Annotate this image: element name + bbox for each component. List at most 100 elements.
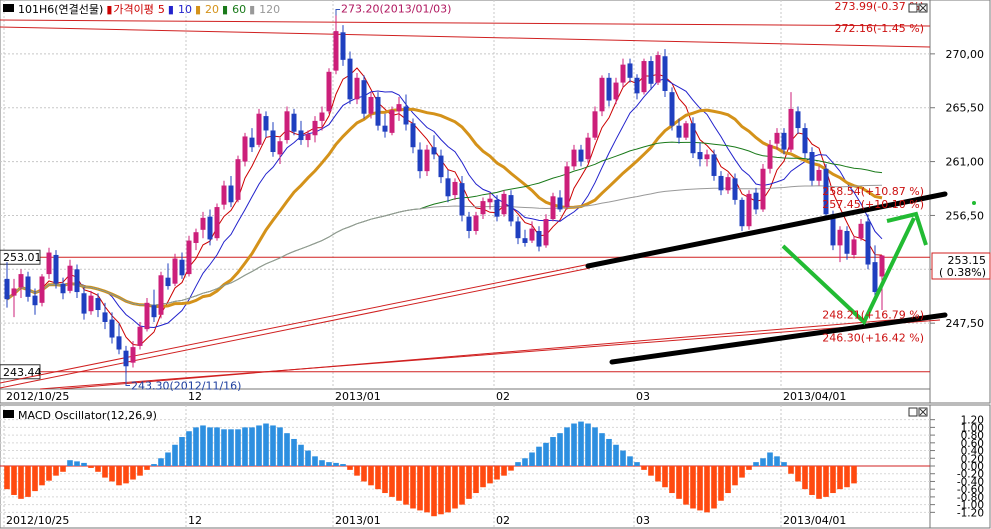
candle-body bbox=[25, 276, 31, 297]
macd-bar bbox=[25, 466, 31, 497]
macd-bar bbox=[753, 462, 759, 466]
macd-bar bbox=[662, 466, 668, 488]
close-icon-stroke-2 bbox=[919, 4, 927, 12]
price-tick-label: 261,00 bbox=[946, 156, 985, 169]
candle-body bbox=[809, 152, 815, 181]
candle-body bbox=[340, 32, 346, 60]
current-price-change: ( 0.38%) bbox=[939, 266, 986, 279]
candle-body bbox=[466, 216, 472, 232]
macd-bar bbox=[284, 433, 290, 466]
macd-bar bbox=[711, 466, 717, 509]
macd-bar bbox=[214, 427, 220, 466]
macd-date-label: 02 bbox=[496, 514, 510, 527]
date-label: 12 bbox=[188, 390, 202, 403]
macd-tick-label: 0.20 bbox=[961, 453, 984, 465]
candle-body bbox=[459, 183, 465, 216]
legend-sep-4: ▮ bbox=[249, 3, 255, 16]
candle-body bbox=[613, 82, 619, 100]
candle-body bbox=[711, 154, 717, 176]
macd-bar bbox=[256, 425, 262, 466]
macd-bar bbox=[11, 466, 17, 495]
candle-body bbox=[634, 77, 640, 94]
candle-body bbox=[557, 197, 563, 210]
macd-bar bbox=[340, 464, 346, 466]
candle-body bbox=[263, 116, 269, 131]
green-arrowhead bbox=[886, 211, 928, 246]
black-support-line-lower bbox=[609, 312, 948, 365]
macd-maximize-icon[interactable] bbox=[908, 407, 918, 417]
macd-bar bbox=[571, 423, 577, 466]
candle-body bbox=[494, 199, 500, 217]
macd-bar bbox=[319, 460, 325, 466]
candle-body bbox=[571, 149, 577, 167]
macd-bar bbox=[18, 466, 24, 499]
candle-body bbox=[305, 134, 311, 141]
candle-body bbox=[788, 108, 794, 150]
candle-body bbox=[564, 166, 570, 208]
candle-body bbox=[270, 130, 276, 153]
high-marker bbox=[335, 9, 340, 16]
macd-bar bbox=[522, 458, 528, 466]
candle-body bbox=[753, 192, 759, 210]
macd-legend: MACD Oscillator(12,26,9) bbox=[3, 409, 157, 422]
macd-date-label: 03 bbox=[636, 514, 650, 527]
macd-bar bbox=[186, 431, 192, 466]
macd-bar bbox=[382, 466, 388, 494]
candle-body bbox=[375, 96, 381, 126]
legend-item-5: 120 bbox=[259, 3, 280, 16]
candle-body bbox=[690, 123, 696, 154]
candle-body bbox=[410, 123, 416, 148]
candle-body bbox=[648, 61, 654, 84]
macd-bar bbox=[424, 466, 430, 513]
macd-bar bbox=[39, 466, 45, 486]
candle-body bbox=[879, 255, 885, 277]
macd-grid bbox=[0, 419, 935, 513]
current-price-value: 253.15 bbox=[948, 254, 987, 267]
macd-bar bbox=[669, 466, 675, 494]
candle-body bbox=[760, 168, 766, 210]
trendline-price-label: 248.21(+16.79 %) bbox=[822, 309, 924, 322]
macd-title: MACD Oscillator(12,26,9) bbox=[18, 409, 157, 422]
red-trendline-top-2 bbox=[0, 26, 931, 48]
maximize-icon[interactable] bbox=[908, 3, 918, 13]
candle-body bbox=[592, 111, 598, 138]
candle-body bbox=[830, 214, 836, 246]
candle-body bbox=[256, 113, 262, 145]
macd-bar bbox=[221, 429, 227, 466]
candle-body bbox=[228, 185, 234, 203]
level-label: 253.01 bbox=[3, 251, 42, 264]
macd-bar bbox=[130, 466, 136, 480]
macd-tick-label: 1.00 bbox=[961, 422, 984, 434]
candle-body bbox=[368, 96, 374, 114]
ma-line-10 bbox=[6, 78, 883, 329]
macd-menu-icon[interactable] bbox=[3, 410, 14, 418]
macd-bar bbox=[515, 462, 521, 466]
candle-body bbox=[872, 262, 878, 293]
macd-bar bbox=[270, 425, 276, 466]
legend-item-4: 60 bbox=[232, 3, 246, 16]
candle-body bbox=[389, 110, 395, 133]
macd-bar bbox=[403, 466, 409, 505]
candle-body bbox=[88, 295, 94, 312]
candle-body bbox=[102, 312, 108, 322]
candle-body bbox=[151, 305, 157, 318]
candle-body bbox=[865, 221, 871, 265]
macd-tick-label: -1.00 bbox=[957, 500, 984, 512]
macd-bar bbox=[802, 466, 808, 490]
macd-bar bbox=[529, 452, 535, 466]
candle-body bbox=[606, 77, 612, 101]
macd-bar bbox=[74, 461, 80, 466]
macd-bar bbox=[641, 466, 647, 470]
candle-body bbox=[627, 63, 633, 78]
red-trendline-top-1 bbox=[0, 19, 931, 27]
date-label: 02 bbox=[496, 390, 510, 403]
candle-body bbox=[361, 80, 367, 114]
macd-bar bbox=[389, 466, 395, 497]
panel-menu-icon[interactable] bbox=[3, 4, 14, 12]
date-label: 2013/04/01 bbox=[783, 390, 846, 403]
macd-bar bbox=[431, 466, 437, 517]
candle-body bbox=[529, 228, 535, 241]
legend-item-1: 5 bbox=[158, 3, 165, 16]
candle-body bbox=[522, 238, 528, 243]
